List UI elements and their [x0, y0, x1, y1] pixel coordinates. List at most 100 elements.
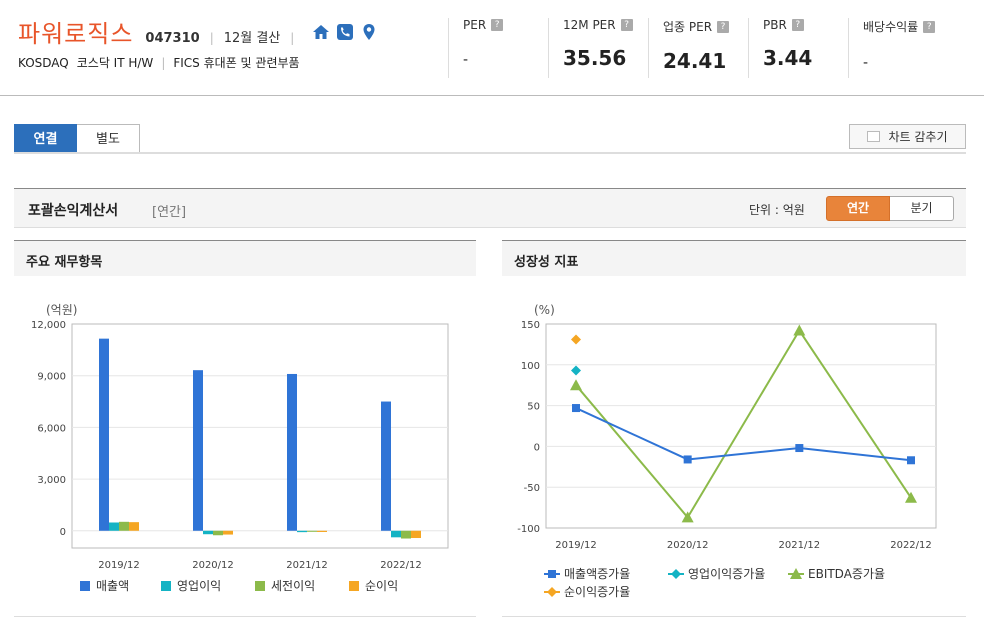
- bar: [391, 530, 401, 538]
- bar: [401, 530, 411, 539]
- annual-button[interactable]: 연간: [826, 196, 890, 221]
- legend-label: 순이익: [365, 579, 398, 593]
- unit-label: 단위 : 억원: [749, 203, 805, 217]
- data-point: [790, 568, 802, 579]
- title-row: 파워로직스 047310 | 12월 결산 |: [18, 14, 378, 49]
- legend-swatch: [80, 581, 90, 591]
- chart-toggle-icon: [867, 131, 881, 142]
- bar: [213, 530, 223, 536]
- legend-label: 순이익증가율: [564, 585, 630, 599]
- metric-value: 35.56: [563, 46, 627, 70]
- metric-label: 업종 PER: [663, 20, 713, 34]
- home-icon[interactable]: [312, 23, 330, 41]
- statement-section-header: 포괄손익계산서 [연간] 단위 : 억원 연간 분기: [14, 188, 966, 228]
- bar-chart: (억원) 12,000 9,000 6,000 3,000 0 2019/12 2020/12…: [31, 303, 449, 593]
- help-icon[interactable]: ?: [620, 19, 633, 31]
- bar: [129, 522, 139, 531]
- metric-12m-per: 12M PER? 35.56: [548, 18, 633, 78]
- bar: [109, 522, 119, 531]
- consolidation-tabs: 연결 별도: [14, 124, 140, 153]
- data-point: [548, 570, 556, 578]
- bar-chart-header: 주요 재무항목: [14, 240, 476, 276]
- series-line: [575, 328, 912, 520]
- data-point: [571, 365, 581, 376]
- stock-code: 047310: [145, 31, 200, 46]
- legend-label: 매출액: [96, 579, 129, 593]
- x-tick-label: 2019/12: [98, 560, 140, 571]
- panel-divider: [14, 616, 476, 617]
- bar: [287, 373, 297, 531]
- data-point: [671, 569, 681, 579]
- data-point: [795, 444, 804, 453]
- line-chart-header: 성장성 지표: [502, 240, 966, 276]
- settlement-month: 12월 결산: [223, 31, 281, 46]
- legend-label: EBITDA증가율: [808, 567, 885, 581]
- x-tick-label: 2019/12: [555, 540, 597, 551]
- quarterly-button[interactable]: 분기: [890, 196, 954, 221]
- data-point: [571, 334, 581, 345]
- divider: |: [290, 31, 295, 45]
- location-icon[interactable]: [360, 23, 378, 41]
- help-icon[interactable]: ?: [923, 20, 936, 33]
- phone-icon[interactable]: [336, 23, 354, 41]
- bar-chart-title: 주요 재무항목: [26, 255, 103, 270]
- bar: [99, 338, 109, 531]
- y-tick-label: 0: [60, 527, 66, 538]
- metric-pbr: PBR? 3.44: [748, 18, 812, 78]
- data-point: [793, 324, 806, 336]
- legend-label: 세전이익: [271, 579, 315, 593]
- data-point: [905, 491, 917, 503]
- series-line: [575, 407, 912, 462]
- metric-value: -: [863, 55, 869, 71]
- metric-per: PER? -: [448, 18, 504, 78]
- sector-label: 코스닥 IT H/W: [76, 56, 154, 70]
- header-icons: [312, 23, 378, 41]
- company-name[interactable]: 파워로직스: [18, 20, 134, 48]
- help-icon[interactable]: ?: [491, 19, 504, 31]
- line-chart-title: 성장성 지표: [514, 255, 579, 270]
- plot-area: [71, 323, 449, 549]
- bar: [223, 530, 233, 535]
- metric-value: 24.41: [663, 49, 727, 73]
- x-tick-label: 2022/12: [890, 540, 932, 551]
- y-tick-label: 9,000: [37, 372, 66, 383]
- help-icon[interactable]: ?: [717, 20, 730, 33]
- metric-value: 3.44: [763, 46, 813, 70]
- y-axis-unit-label: (억원): [46, 303, 77, 317]
- help-icon[interactable]: ?: [791, 19, 804, 31]
- y-tick-label: -100: [517, 524, 540, 535]
- bar: [203, 530, 213, 535]
- x-tick-label: 2021/12: [779, 540, 821, 551]
- panel-divider: [502, 616, 966, 617]
- data-point: [570, 379, 582, 391]
- data-point: [907, 456, 915, 465]
- legend-swatch: [161, 581, 171, 591]
- bar: [119, 521, 129, 531]
- y-tick-label: 100: [521, 361, 540, 372]
- data-point: [572, 404, 580, 413]
- data-point: [683, 455, 692, 464]
- metric-label: 12M PER: [563, 18, 616, 32]
- y-tick-label: 12,000: [31, 320, 66, 331]
- tab-separate[interactable]: 별도: [77, 124, 140, 153]
- market-label: KOSDAQ: [18, 55, 69, 70]
- metric-dividend-yield: 배당수익률? -: [848, 18, 936, 78]
- hide-chart-button[interactable]: 차트 감추기: [849, 124, 966, 149]
- company-header: 파워로직스 047310 | 12월 결산 | KOSDAQ 코스닥 IT H/…: [0, 0, 984, 96]
- classification-row: KOSDAQ 코스닥 IT H/W | FICS 휴대폰 및 관련부품: [18, 54, 300, 71]
- y-axis-unit-label: (%): [534, 303, 555, 317]
- bar: [317, 530, 327, 532]
- bar: [381, 401, 391, 531]
- period-toggle: 연간 분기: [826, 196, 954, 221]
- metric-label: PBR: [763, 18, 787, 32]
- x-tick-label: 2021/12: [286, 560, 328, 571]
- tab-consolidated[interactable]: 연결: [14, 124, 77, 153]
- divider: |: [209, 31, 214, 45]
- bar: [307, 530, 317, 532]
- legend-label: 영업이익증가율: [688, 567, 765, 581]
- y-tick-label: 0: [534, 442, 540, 453]
- bar: [297, 530, 307, 533]
- bar: [193, 370, 203, 531]
- legend-swatch: [349, 581, 359, 591]
- y-tick-label: 3,000: [37, 475, 66, 486]
